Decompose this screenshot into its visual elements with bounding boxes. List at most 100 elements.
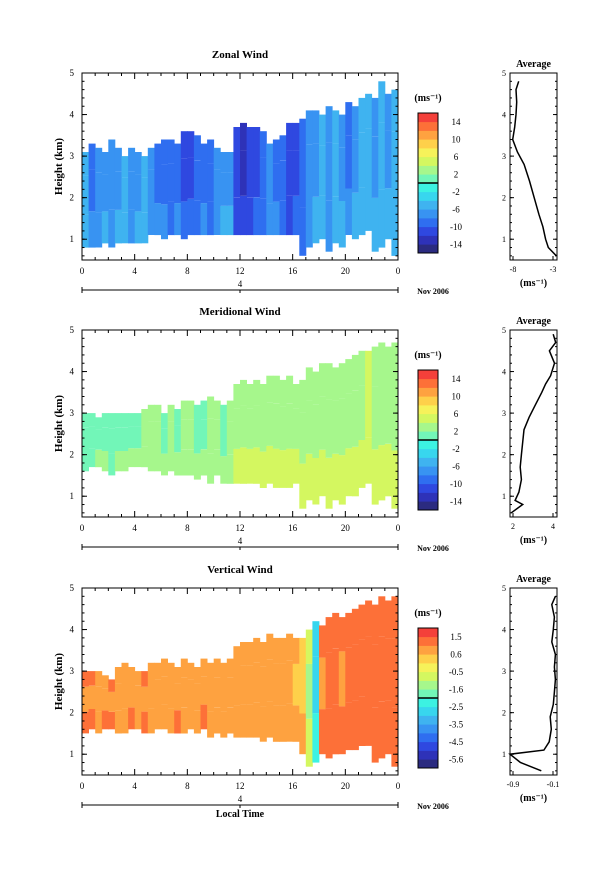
heatmap-cell: [391, 89, 399, 132]
heatmap-cell: [114, 147, 122, 172]
colorbar-step: [418, 663, 438, 673]
heatmap-cell: [187, 198, 195, 236]
heatmap-cell: [266, 659, 274, 702]
heatmap-cell: [325, 106, 333, 143]
heatmap-cell: [240, 704, 247, 738]
average-ytick-label: 1: [502, 492, 506, 501]
heatmap-cell: [351, 644, 359, 701]
heatmap-cell: [174, 667, 182, 684]
heatmap-cell: [141, 409, 149, 424]
heatmap-cell: [345, 359, 353, 394]
heatmap-cell: [88, 211, 96, 248]
heatmap-cell: [134, 448, 142, 468]
heatmap-cell: [332, 367, 340, 401]
heatmap-cell: [213, 419, 221, 450]
heatmap-cell: [180, 158, 188, 202]
heatmap-cell: [305, 367, 313, 401]
heatmap-cell: [365, 636, 373, 695]
heatmap-cell: [292, 195, 300, 236]
heatmap-cell: [240, 642, 247, 666]
average-frame: [509, 329, 558, 518]
heatmap-cell: [312, 371, 320, 405]
heatmap-cell: [345, 612, 353, 648]
heatmap-cell: [358, 132, 366, 188]
panel-title: Meridional Wind: [199, 306, 280, 318]
heatmap-cell: [180, 707, 188, 734]
heatmap-cell: [114, 427, 122, 451]
heatmap-cell: [121, 662, 129, 681]
heatmap-cell: [128, 682, 136, 708]
xtick-label: 0: [80, 523, 85, 533]
heatmap-cell: [121, 708, 129, 734]
heatmap-cell: [286, 660, 294, 704]
heatmap-cell: [246, 642, 254, 666]
heatmap-cell: [220, 152, 228, 173]
xtick-label: 8: [185, 523, 190, 533]
heatmap-cell: [253, 702, 261, 738]
colorbar-step: [418, 466, 438, 476]
heatmap-cell: [193, 423, 201, 454]
heatmap-cell: [233, 127, 241, 154]
heatmap-cell: [233, 384, 241, 409]
heatmap-cell: [319, 396, 326, 450]
heatmap-cell: [378, 701, 386, 759]
heatmap-cell: [88, 143, 96, 170]
heatmap-cell: [319, 114, 326, 146]
heatmap-cell: [134, 174, 142, 212]
month-label: Nov 2006: [417, 287, 449, 296]
heatmap-cell: [82, 427, 89, 451]
heatmap-cell: [279, 135, 287, 161]
colorbar-step: [418, 121, 438, 131]
ytick-label: 5: [70, 583, 75, 593]
heatmap: [82, 342, 399, 509]
heatmap-cell: [253, 154, 261, 198]
heatmap-cell: [101, 152, 109, 175]
average-profile-line: [511, 81, 557, 257]
colorbar-tick-label: 14: [452, 374, 462, 384]
heatmap-cell: [358, 97, 366, 133]
heatmap-cell: [305, 629, 313, 664]
heatmap-cell: [154, 421, 162, 448]
heatmap-cell: [266, 701, 274, 738]
heatmap-cell: [147, 448, 155, 472]
heatmap-cell: [338, 201, 346, 248]
colorbar-step: [418, 244, 438, 254]
heatmap-cell: [134, 685, 142, 709]
heatmap-cell: [358, 187, 366, 236]
heatmap-cell: [187, 400, 195, 420]
heatmap-cell: [246, 665, 254, 705]
heatmap-cell: [114, 683, 122, 711]
heatmap-cell: [371, 386, 379, 450]
heatmap-cell: [272, 163, 280, 202]
heatmap-cell: [351, 700, 359, 751]
heatmap-cell: [279, 450, 287, 488]
heatmap-cell: [286, 403, 294, 449]
colorbar-step: [418, 396, 438, 406]
heatmap-cell: [351, 390, 359, 447]
heatmap-cell: [279, 160, 287, 201]
heatmap-cell: [292, 637, 300, 664]
heatmap-cell: [325, 399, 333, 458]
heatmap-cell: [338, 114, 346, 148]
heatmap-cell: [312, 621, 320, 657]
heatmap-cell: [193, 667, 201, 684]
heatmap-cell: [246, 704, 254, 738]
colorbar-tick-label: 2: [454, 426, 459, 436]
heatmap-cell: [220, 681, 228, 712]
heatmap-cell: [272, 403, 280, 449]
heatmap-cell: [226, 172, 234, 206]
day-label: 4: [238, 279, 243, 289]
colorbar-tick-label: -2.5: [449, 702, 464, 712]
heatmap-cell: [266, 203, 274, 236]
heatmap-cell: [180, 419, 188, 450]
ytick-label: 1: [70, 491, 75, 501]
heatmap-cell: [108, 691, 116, 712]
heatmap-cell: [167, 448, 175, 472]
heatmap-cell: [253, 662, 261, 703]
day-label: 4: [238, 536, 243, 546]
heatmap-cell: [253, 127, 261, 154]
ytick-label: 4: [70, 110, 75, 120]
heatmap-cell: [272, 448, 280, 488]
heatmap-cell: [220, 206, 228, 236]
